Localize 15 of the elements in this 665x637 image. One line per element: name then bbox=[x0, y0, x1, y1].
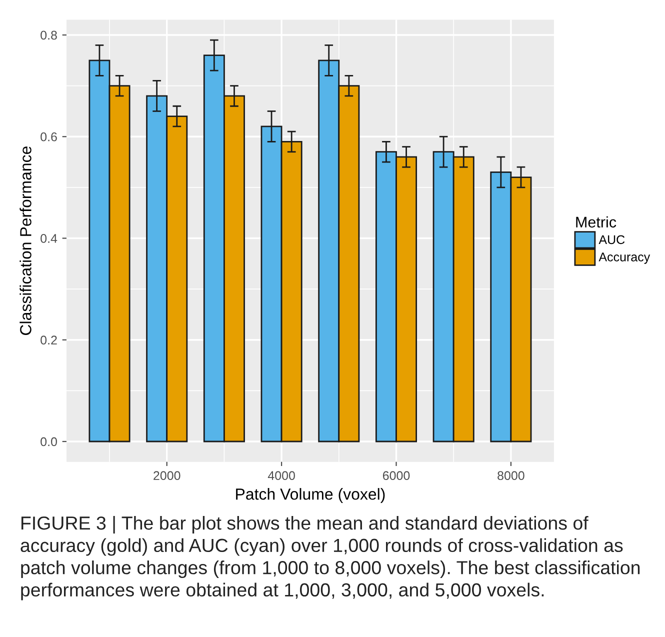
y-tick-label: 0.0 bbox=[40, 437, 57, 446]
y-tick-label: 0.6 bbox=[40, 132, 57, 142]
legend-title: Metric bbox=[576, 216, 616, 228]
x-tick-label: 2000 bbox=[154, 471, 180, 480]
y-tick-label: 0.4 bbox=[40, 234, 58, 243]
y-tick-label: 0.8 bbox=[40, 30, 57, 40]
x-tick-label: 8000 bbox=[498, 471, 524, 480]
caption: FIGURE 3 | The bar plot shows the mean and standard deviations of accuracy (gold) and AUC (cyan) over 1,000 rounds of cross-validation as patch volume changes (from 1,000 to 8,000 voxels). The best classification performances were obtained at 1,000, 3,000, and 5,000 voxels. bbox=[20, 516, 640, 600]
x-tick-label: 6000 bbox=[382, 471, 410, 480]
y-axis-title: Classification Performance bbox=[20, 146, 32, 335]
y-tick-label: 0.2 bbox=[40, 336, 57, 345]
legend-label: Accuracy bbox=[598, 252, 650, 264]
legend-label: AUC bbox=[598, 235, 625, 244]
x-tick-label: 4000 bbox=[268, 471, 295, 480]
x-axis-title: Patch Volume (voxel) bbox=[236, 488, 385, 503]
